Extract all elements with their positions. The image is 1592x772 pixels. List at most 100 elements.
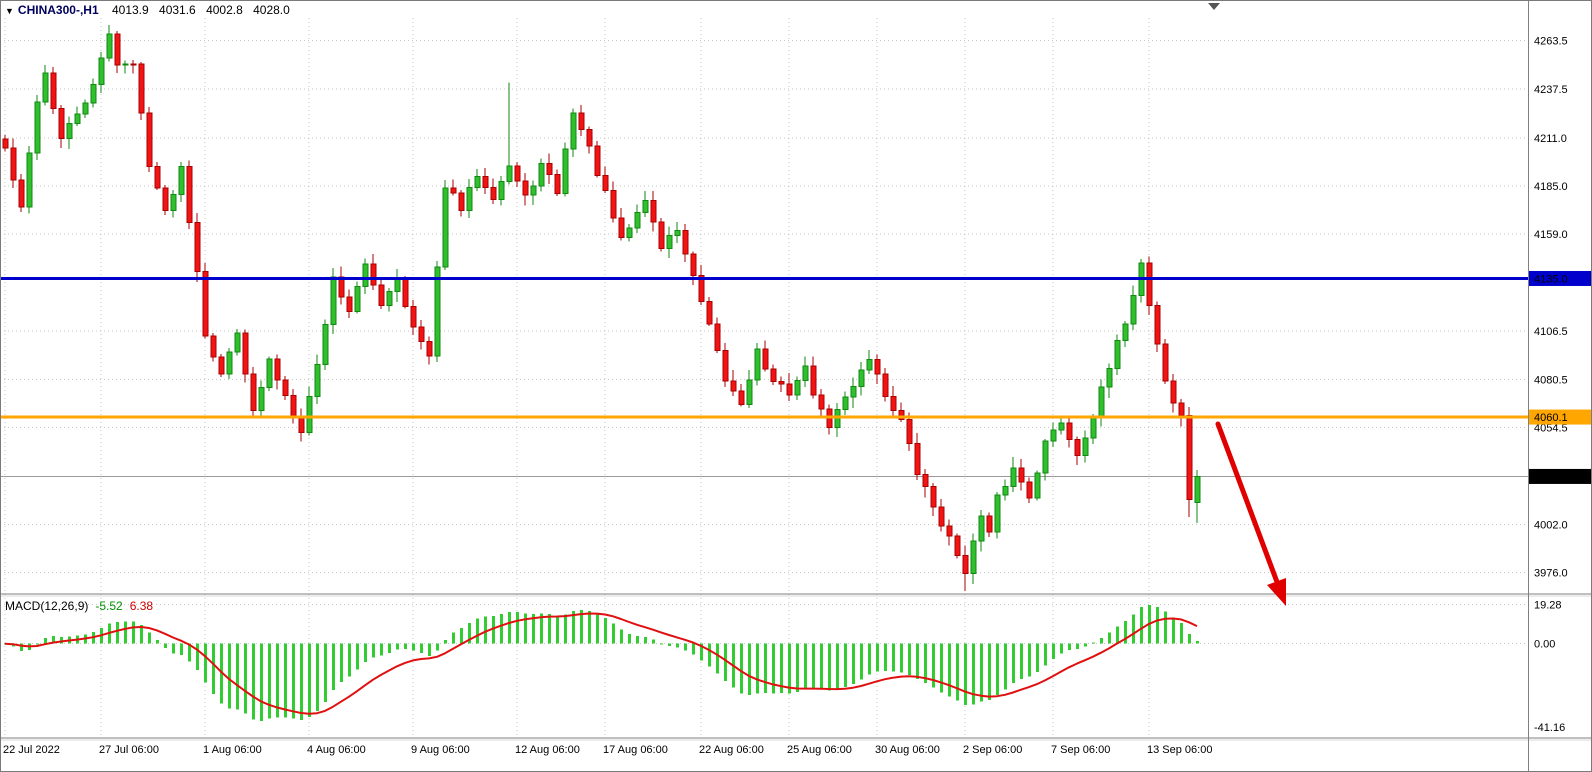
candle-up xyxy=(626,227,633,239)
macd-bar xyxy=(1140,607,1143,644)
macd-indicator-label: MACD(12,26,9) -5.52 6.38 xyxy=(5,599,153,613)
macd-bar xyxy=(740,643,743,694)
candle-up xyxy=(82,102,89,115)
macd-bar xyxy=(564,614,567,644)
chart-shift-marker[interactable] xyxy=(1208,3,1220,10)
symbol-dropdown-icon[interactable]: ▼ xyxy=(5,6,14,16)
macd-bar xyxy=(748,643,751,696)
candle-down xyxy=(770,368,777,382)
macd-signal-line xyxy=(4,612,1198,715)
trend-arrow[interactable] xyxy=(1215,421,1286,606)
macd-bar xyxy=(988,643,991,700)
price-scale[interactable]: 4263.5 4237.5 4211.0 4185.0 4159.0 4135.0 4106… xyxy=(1529,36,1591,734)
candle-down xyxy=(818,394,825,410)
macd-bar xyxy=(772,643,775,694)
macd-bar xyxy=(1108,632,1111,644)
candle-up xyxy=(842,396,849,411)
candle-down xyxy=(874,358,881,375)
macd-bar xyxy=(820,643,823,690)
macd-bar xyxy=(1188,634,1191,644)
macd-bar xyxy=(668,643,671,646)
candle-up xyxy=(866,358,873,371)
candle-up xyxy=(1058,422,1065,431)
candle-down xyxy=(722,350,729,382)
macd-bar xyxy=(308,643,311,717)
candle-down xyxy=(698,274,705,303)
candle-down xyxy=(522,180,529,196)
time-scale[interactable]: 22 Jul 2022 27 Jul 06:00 1 Aug 06:00 4 Aug … xyxy=(3,744,1212,756)
candle-down xyxy=(690,253,697,276)
resistance-line-price-box xyxy=(1529,270,1591,286)
macd-bar xyxy=(164,643,167,649)
candle-up xyxy=(1122,323,1129,342)
macd-bar xyxy=(660,643,663,645)
candle-down xyxy=(786,383,793,396)
macd-bar xyxy=(452,632,455,644)
macd-bar xyxy=(1060,643,1063,654)
date-tick-label: 30 Aug 06:00 xyxy=(875,744,940,756)
macd-bar xyxy=(1012,643,1015,683)
candle-up xyxy=(266,358,273,389)
macd-bar xyxy=(724,643,727,682)
candle-down xyxy=(138,63,145,114)
macd-bar xyxy=(244,643,247,714)
candle-up xyxy=(122,63,129,66)
candle-down xyxy=(682,229,689,255)
macd-bar xyxy=(60,637,63,644)
candle-down xyxy=(738,390,745,405)
macd-bar xyxy=(156,639,159,644)
candle-down xyxy=(594,145,601,177)
macd-bar xyxy=(388,643,391,653)
macd-bar xyxy=(540,613,543,644)
macd-bar xyxy=(116,622,119,644)
candle-down xyxy=(514,165,521,182)
candle-up xyxy=(26,152,33,208)
macd-bar xyxy=(380,643,383,656)
candle-down xyxy=(954,535,961,556)
candle-down xyxy=(18,179,25,208)
date-tick-label: 17 Aug 06:00 xyxy=(603,744,668,756)
candle-up xyxy=(226,351,233,375)
candle-down xyxy=(338,276,345,298)
date-tick-label: 22 Jul 2022 xyxy=(3,744,60,756)
macd-bar xyxy=(1076,643,1079,650)
macd-main-value: -5.52 xyxy=(95,599,123,613)
candle-down xyxy=(1074,439,1081,457)
candle-down xyxy=(610,190,617,219)
candle-down xyxy=(810,365,817,396)
candle-up xyxy=(562,148,569,195)
date-tick-label: 1 Aug 06:00 xyxy=(203,744,262,756)
date-tick-label: 2 Sep 06:00 xyxy=(963,744,1022,756)
macd-bar xyxy=(572,611,575,644)
macd-bar xyxy=(204,643,207,683)
candle-up xyxy=(1114,340,1121,369)
candle-down xyxy=(274,358,281,381)
candle-down xyxy=(914,442,921,475)
ohlc-close: 4028.0 xyxy=(253,3,290,17)
candle-up xyxy=(98,57,105,85)
candle-up xyxy=(834,409,841,429)
price-tick-label: 4002.0 xyxy=(1534,520,1568,532)
macd-tick-label: 0.00 xyxy=(1534,639,1555,651)
macd-bar xyxy=(844,643,847,688)
candle-up xyxy=(634,211,641,229)
candle-down xyxy=(114,33,121,66)
macd-bar xyxy=(644,636,647,644)
macd-bar xyxy=(580,610,583,644)
candle-up xyxy=(1042,440,1049,474)
macd-bar xyxy=(516,612,519,644)
date-tick-label: 27 Jul 06:00 xyxy=(99,744,159,756)
macd-bar xyxy=(916,643,919,680)
candle-down xyxy=(1170,380,1177,404)
macd-bar xyxy=(20,643,23,652)
macd-bar xyxy=(700,643,703,661)
macd-bar xyxy=(348,643,351,677)
macd-bar xyxy=(764,643,767,694)
candle-up xyxy=(642,199,649,213)
candlestick-series[interactable] xyxy=(2,25,1201,592)
candle-down xyxy=(482,175,489,189)
macd-bar xyxy=(532,614,535,644)
macd-bar xyxy=(932,643,935,688)
candle-down xyxy=(602,175,609,192)
